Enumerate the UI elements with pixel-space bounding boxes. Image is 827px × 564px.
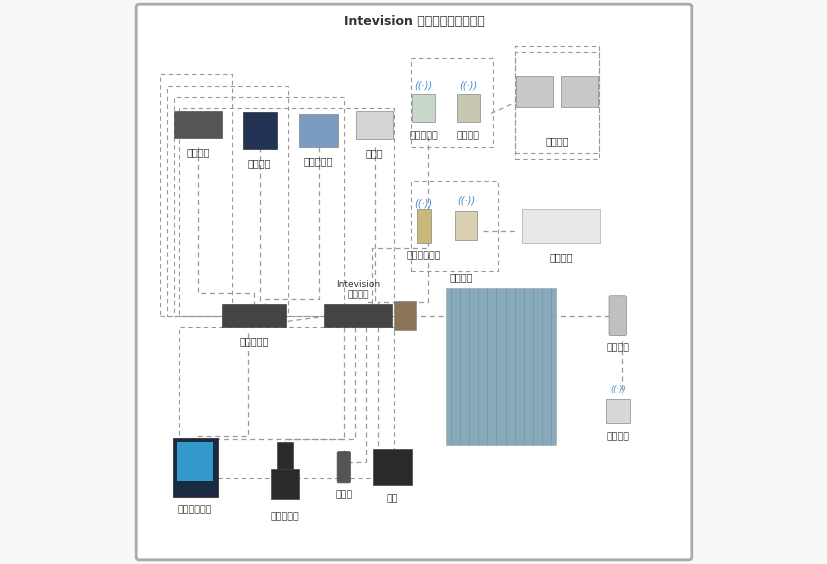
FancyBboxPatch shape — [174, 111, 222, 138]
Text: 音箱: 音箱 — [386, 495, 398, 504]
FancyBboxPatch shape — [337, 452, 350, 483]
FancyBboxPatch shape — [270, 469, 299, 500]
Text: 录播系统: 录播系统 — [186, 147, 209, 157]
FancyBboxPatch shape — [454, 212, 477, 240]
Text: Intevision
智能终端: Intevision 智能终端 — [336, 280, 380, 299]
FancyBboxPatch shape — [356, 111, 393, 139]
FancyBboxPatch shape — [222, 305, 286, 327]
FancyBboxPatch shape — [373, 449, 412, 486]
Text: 门禁控制器: 门禁控制器 — [270, 513, 299, 522]
FancyBboxPatch shape — [605, 399, 629, 423]
Text: 灯光控制: 灯光控制 — [545, 136, 568, 146]
Text: 温湿度传感器: 温湿度传感器 — [406, 251, 440, 260]
Text: 电源管理器: 电源管理器 — [239, 336, 269, 346]
FancyBboxPatch shape — [277, 442, 293, 481]
Text: 光照传感器: 光照传感器 — [409, 131, 437, 140]
FancyBboxPatch shape — [177, 442, 213, 481]
Text: 投影机: 投影机 — [366, 148, 383, 158]
FancyBboxPatch shape — [457, 94, 480, 122]
Text: 智能开关: 智能开关 — [457, 131, 480, 140]
FancyBboxPatch shape — [299, 114, 337, 147]
FancyBboxPatch shape — [446, 288, 555, 445]
Text: ((·)): ((·)) — [414, 81, 432, 91]
FancyBboxPatch shape — [561, 76, 597, 107]
FancyBboxPatch shape — [136, 4, 691, 560]
Text: ((·)): ((·)) — [609, 385, 624, 394]
Text: ((·)): ((·)) — [414, 199, 432, 209]
FancyBboxPatch shape — [324, 304, 391, 328]
FancyBboxPatch shape — [609, 296, 626, 336]
Text: ((·)): ((·)) — [457, 195, 475, 205]
Text: 窗帘电机: 窗帘电机 — [605, 343, 629, 352]
FancyBboxPatch shape — [173, 438, 218, 497]
Text: 空调控制: 空调控制 — [548, 252, 572, 262]
FancyBboxPatch shape — [394, 301, 415, 331]
FancyBboxPatch shape — [416, 209, 430, 243]
Text: 笔记本电脑: 笔记本电脑 — [304, 156, 333, 166]
FancyBboxPatch shape — [412, 94, 434, 122]
Text: Intevision 智能班班系统拓扑图: Intevision 智能班班系统拓扑图 — [343, 15, 484, 28]
FancyBboxPatch shape — [516, 76, 552, 107]
FancyBboxPatch shape — [521, 209, 600, 243]
FancyBboxPatch shape — [242, 112, 276, 149]
Text: 麦克风: 麦克风 — [335, 490, 352, 499]
Text: 幕布开关: 幕布开关 — [605, 432, 629, 441]
Text: 台式电脑: 台式电脑 — [247, 158, 271, 168]
Text: ((·)): ((·)) — [459, 81, 477, 91]
Text: 数字电子班牌: 数字电子班牌 — [178, 506, 212, 514]
Text: 窗帘导轨: 窗帘导轨 — [448, 272, 472, 282]
